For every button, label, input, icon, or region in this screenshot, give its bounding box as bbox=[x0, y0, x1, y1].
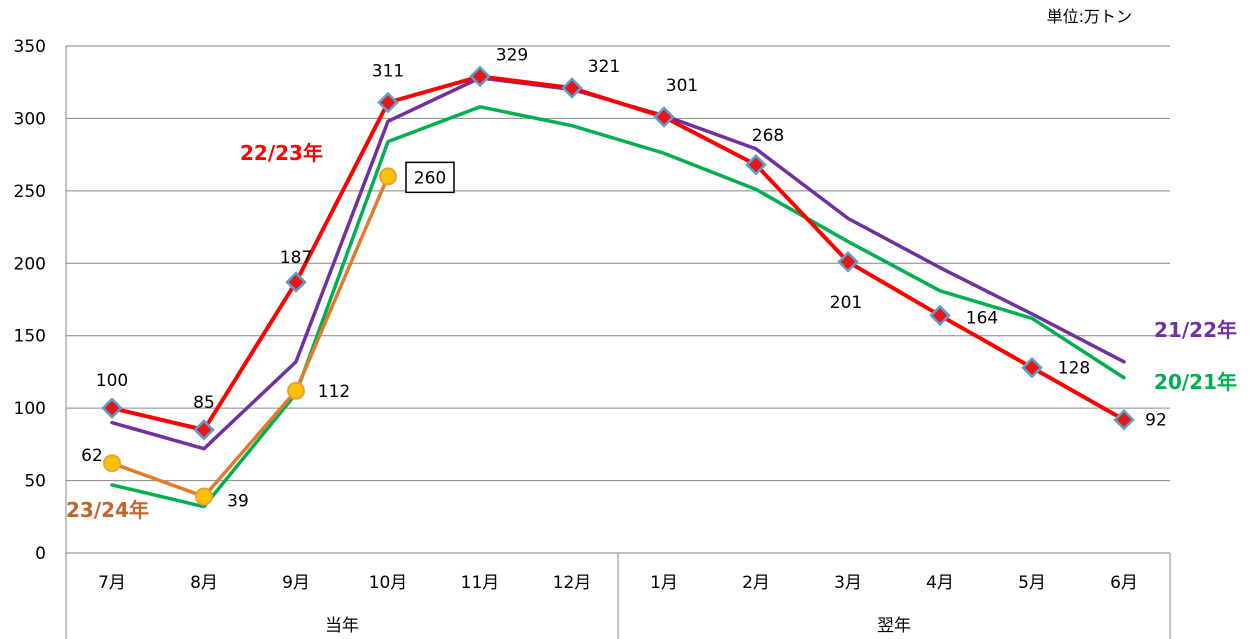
data-label-22-23: 268 bbox=[752, 126, 784, 146]
series-label-22-23: 22/23年 bbox=[240, 141, 323, 165]
data-point-22-23 bbox=[745, 154, 767, 176]
data-label-22-23: 128 bbox=[1058, 359, 1090, 379]
x-tick-label: 7月 bbox=[98, 573, 126, 593]
data-label-22-23: 85 bbox=[193, 393, 215, 413]
data-point-22-23 bbox=[561, 77, 583, 99]
data-label-22-23: 201 bbox=[830, 293, 862, 313]
group-label: 翌年 bbox=[877, 616, 911, 636]
x-tick-label: 11月 bbox=[461, 573, 500, 593]
data-label-22-23: 301 bbox=[666, 76, 698, 96]
x-tick-label: 1月 bbox=[650, 573, 678, 593]
data-point-22-23 bbox=[653, 106, 675, 128]
data-point-22-23 bbox=[101, 397, 123, 419]
data-point-22-23 bbox=[285, 271, 307, 293]
y-tick-label: 150 bbox=[14, 327, 46, 347]
data-label-23-24: 112 bbox=[318, 382, 350, 402]
data-point-23-24 bbox=[379, 167, 397, 186]
x-tick-label: 6月 bbox=[1110, 573, 1138, 593]
y-tick-label: 350 bbox=[14, 37, 46, 57]
x-tick-label: 3月 bbox=[834, 573, 862, 593]
data-label-23-24: 62 bbox=[81, 446, 103, 466]
data-label-23-24: 260 bbox=[414, 168, 446, 188]
axes: 0 50 100 150 200 250 300 350 7月 8月 9月 10月 11月 12月 1月 2月… bbox=[14, 37, 1171, 639]
data-label-22-23: 321 bbox=[588, 57, 620, 77]
data-point-22-23 bbox=[193, 419, 215, 441]
x-tick-label: 10月 bbox=[369, 573, 408, 593]
series-label-21-22: 21/22年 bbox=[1154, 318, 1237, 342]
series-line bbox=[110, 105, 1126, 509]
x-tick-label: 2月 bbox=[742, 573, 770, 593]
x-tick-label: 4月 bbox=[926, 573, 954, 593]
y-tick-label: 0 bbox=[35, 544, 46, 564]
series-label-23-24: 23/24年 bbox=[66, 498, 149, 522]
grid bbox=[66, 45, 1170, 482]
data-label-box-23-24 bbox=[405, 161, 455, 194]
data-point-22-23 bbox=[377, 91, 399, 114]
series-label-20-21: 20/21年 bbox=[1154, 370, 1237, 394]
data-label-23-24: 39 bbox=[227, 492, 249, 512]
data-label-22-23: 164 bbox=[966, 308, 998, 328]
series-line bbox=[110, 174, 390, 499]
data-point-23-24 bbox=[195, 487, 213, 506]
y-tick-label: 100 bbox=[14, 399, 46, 419]
data-label-22-23: 329 bbox=[496, 45, 528, 65]
data-point-23-24 bbox=[103, 454, 121, 473]
unit-label: 単位:万トン bbox=[1047, 7, 1132, 26]
series-markers bbox=[101, 65, 1135, 506]
data-point-22-23 bbox=[1021, 356, 1043, 379]
group-label: 当年 bbox=[325, 616, 359, 636]
data-point-22-23 bbox=[1113, 408, 1135, 431]
y-tick-label: 50 bbox=[24, 472, 46, 492]
y-tick-label: 200 bbox=[14, 254, 46, 274]
data-point-22-23 bbox=[837, 251, 859, 273]
data-label-22-23: 311 bbox=[372, 61, 404, 81]
y-tick-label: 250 bbox=[14, 182, 46, 202]
data-point-22-23 bbox=[469, 65, 491, 88]
data-point-22-23 bbox=[929, 304, 951, 327]
series-line bbox=[110, 74, 1126, 432]
x-tick-label: 12月 bbox=[553, 573, 592, 593]
x-tick-label: 5月 bbox=[1018, 573, 1046, 593]
data-label-22-23: 92 bbox=[1145, 411, 1167, 431]
data-labels: 100 85 187 311 329 321 301 268 201 164 128 92 62 39 11… bbox=[81, 45, 1167, 511]
series-lines bbox=[110, 74, 1126, 509]
data-point-23-24 bbox=[287, 381, 305, 400]
data-label-22-23: 187 bbox=[280, 248, 312, 268]
x-tick-label: 9月 bbox=[282, 573, 310, 593]
y-tick-label: 300 bbox=[14, 109, 46, 129]
data-label-22-23: 100 bbox=[96, 371, 128, 391]
x-tick-label: 8月 bbox=[190, 573, 218, 593]
